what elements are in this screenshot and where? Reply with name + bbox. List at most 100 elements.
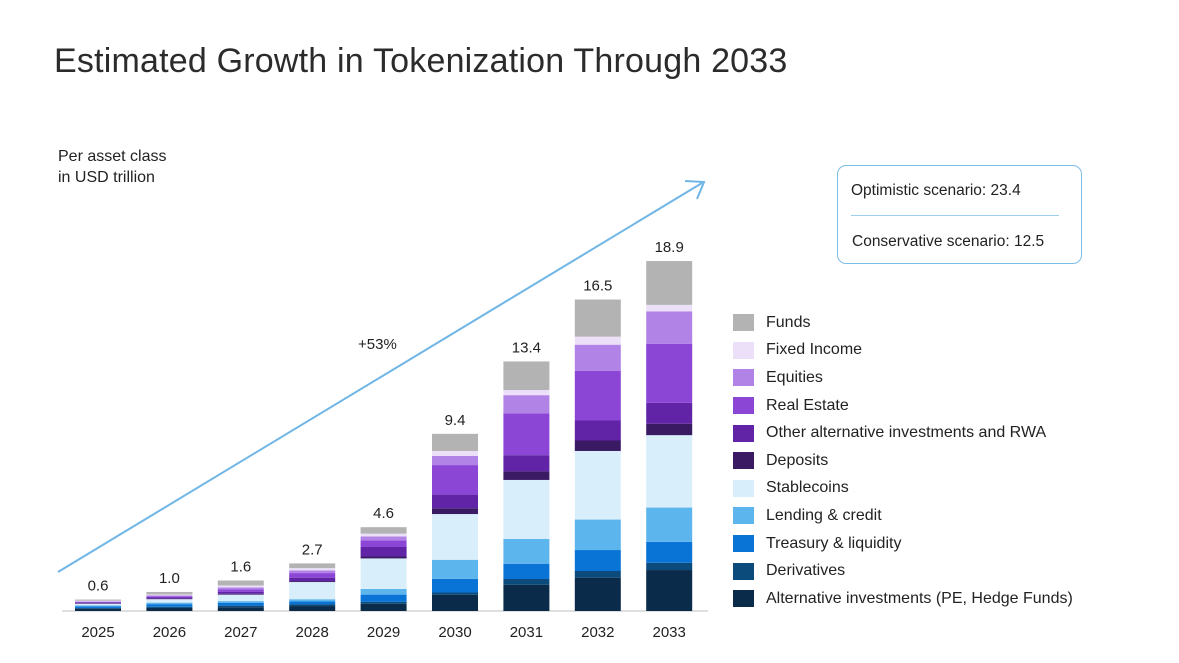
bar-segment-2029-6 xyxy=(360,546,407,557)
bar-segment-2026-0 xyxy=(146,607,193,611)
bar-segment-2032-2 xyxy=(574,550,621,571)
x-tick-label-2026: 2026 xyxy=(153,624,186,641)
optimistic-scenario-label: Optimistic scenario: 23.4 xyxy=(851,182,1021,199)
bar-segment-2027-4 xyxy=(217,594,264,602)
bar-segment-2030-9 xyxy=(432,450,478,456)
bar-segment-2028-7 xyxy=(289,573,336,578)
legend-label: Derivatives xyxy=(766,562,846,580)
legend-item: Lending & credit xyxy=(733,502,1073,530)
total-label-2026: 1.0 xyxy=(159,570,180,587)
bar-segment-2029-5 xyxy=(360,556,407,559)
legend-swatch xyxy=(733,424,754,442)
legend-swatch xyxy=(733,452,754,470)
bar-segment-2029-8 xyxy=(360,536,407,541)
bar-segment-2030-5 xyxy=(432,508,478,515)
bar-segment-2026-5 xyxy=(146,598,193,600)
bar-segment-2029-0 xyxy=(360,603,407,611)
bar-segment-2027-6 xyxy=(217,591,264,594)
total-label-2025: 0.6 xyxy=(88,578,109,595)
legend-swatch xyxy=(733,479,754,497)
bar-segment-2031-9 xyxy=(503,390,550,396)
legend-swatch xyxy=(733,369,754,387)
bar-segment-2031-8 xyxy=(503,395,550,414)
bar-segment-2027-2 xyxy=(217,602,264,606)
bar-segment-2025-0 xyxy=(75,608,121,611)
scenario-divider xyxy=(851,215,1059,216)
bar-segment-2028-0 xyxy=(289,606,336,611)
bar-segment-2033-0 xyxy=(646,570,693,611)
legend-item: Deposits xyxy=(733,447,1073,475)
bar-segment-2030-10 xyxy=(432,433,478,451)
bar-segment-2025-1 xyxy=(75,607,121,609)
bar-segment-2031-0 xyxy=(503,584,550,611)
total-label-2031: 13.4 xyxy=(512,339,541,356)
bar-segment-2025-7 xyxy=(75,601,121,603)
total-label-2028: 2.7 xyxy=(302,541,323,558)
bar-segment-2032-9 xyxy=(574,336,621,345)
bar-segment-2031-2 xyxy=(503,563,550,579)
legend-item: Other alternative investments and RWA xyxy=(733,419,1073,447)
bar-segment-2026-4 xyxy=(146,599,193,603)
legend-label: Lending & credit xyxy=(766,506,882,524)
bar-segment-2033-10 xyxy=(646,261,693,305)
bar-segment-2030-8 xyxy=(432,455,478,466)
bar-segment-2030-1 xyxy=(432,592,478,595)
legend-swatch xyxy=(733,590,754,608)
bar-segment-2027-0 xyxy=(217,607,264,611)
total-label-2033: 18.9 xyxy=(655,239,684,256)
legend-swatch xyxy=(733,397,754,415)
bar-segment-2029-3 xyxy=(360,588,407,595)
bar-segment-2028-3 xyxy=(289,599,336,602)
x-tick-label-2027: 2027 xyxy=(224,624,257,641)
legend-label: Alternative investments (PE, Hedge Funds… xyxy=(766,589,1073,607)
x-tick-label-2030: 2030 xyxy=(438,624,471,641)
bar-segment-2026-2 xyxy=(146,604,193,607)
bar-segment-2027-7 xyxy=(217,589,264,592)
bar-segment-2031-5 xyxy=(503,471,550,480)
bar-segment-2029-1 xyxy=(360,601,407,604)
legend-swatch xyxy=(733,562,754,580)
bar-segment-2027-1 xyxy=(217,605,264,608)
bar-segment-2029-2 xyxy=(360,594,407,602)
legend-label: Equities xyxy=(766,368,823,386)
bar-segment-2032-0 xyxy=(574,577,621,611)
x-tick-label-2029: 2029 xyxy=(367,624,400,641)
legend-label: Deposits xyxy=(766,451,829,469)
bar-segment-2032-5 xyxy=(574,440,621,451)
bar-segment-2025-9 xyxy=(75,600,121,602)
bar-segment-2026-9 xyxy=(146,594,193,596)
bar-segment-2032-7 xyxy=(574,370,621,421)
scenario-box: Optimistic scenario: 23.4 Conservative s… xyxy=(837,165,1082,264)
bar-segment-2028-10 xyxy=(289,563,336,569)
bar-segment-2028-2 xyxy=(289,601,336,605)
bar-segment-2033-8 xyxy=(646,311,693,344)
legend-label: Treasury & liquidity xyxy=(766,534,902,552)
bar-segment-2030-7 xyxy=(432,465,478,495)
bar-segment-2033-1 xyxy=(646,562,693,571)
legend-item: Real Estate xyxy=(733,392,1073,420)
legend-swatch xyxy=(733,314,754,332)
x-tick-label-2025: 2025 xyxy=(81,624,114,641)
bar-segment-2031-1 xyxy=(503,578,550,585)
bar-segment-2030-6 xyxy=(432,494,478,509)
bar-segment-2027-9 xyxy=(217,585,264,588)
bar-segment-2030-4 xyxy=(432,514,478,560)
legend-swatch xyxy=(733,507,754,525)
bar-segment-2031-10 xyxy=(503,361,550,391)
bar-segment-2027-3 xyxy=(217,601,264,603)
bar-segment-2029-9 xyxy=(360,533,407,537)
bar-segment-2029-10 xyxy=(360,527,407,534)
bar-segment-2032-10 xyxy=(574,299,621,337)
bar-segment-2030-2 xyxy=(432,578,478,593)
legend-item: Stablecoins xyxy=(733,475,1073,503)
bar-segment-2025-6 xyxy=(75,602,121,604)
legend-item: Derivatives xyxy=(733,557,1073,585)
bar-segment-2033-4 xyxy=(646,435,693,508)
bar-segment-2029-7 xyxy=(360,540,407,547)
bar-segment-2033-2 xyxy=(646,541,693,563)
bar-segment-2025-2 xyxy=(75,606,121,608)
bar-segment-2026-3 xyxy=(146,602,193,605)
bar-segment-2028-8 xyxy=(289,570,336,574)
legend-item: Treasury & liquidity xyxy=(733,530,1073,558)
